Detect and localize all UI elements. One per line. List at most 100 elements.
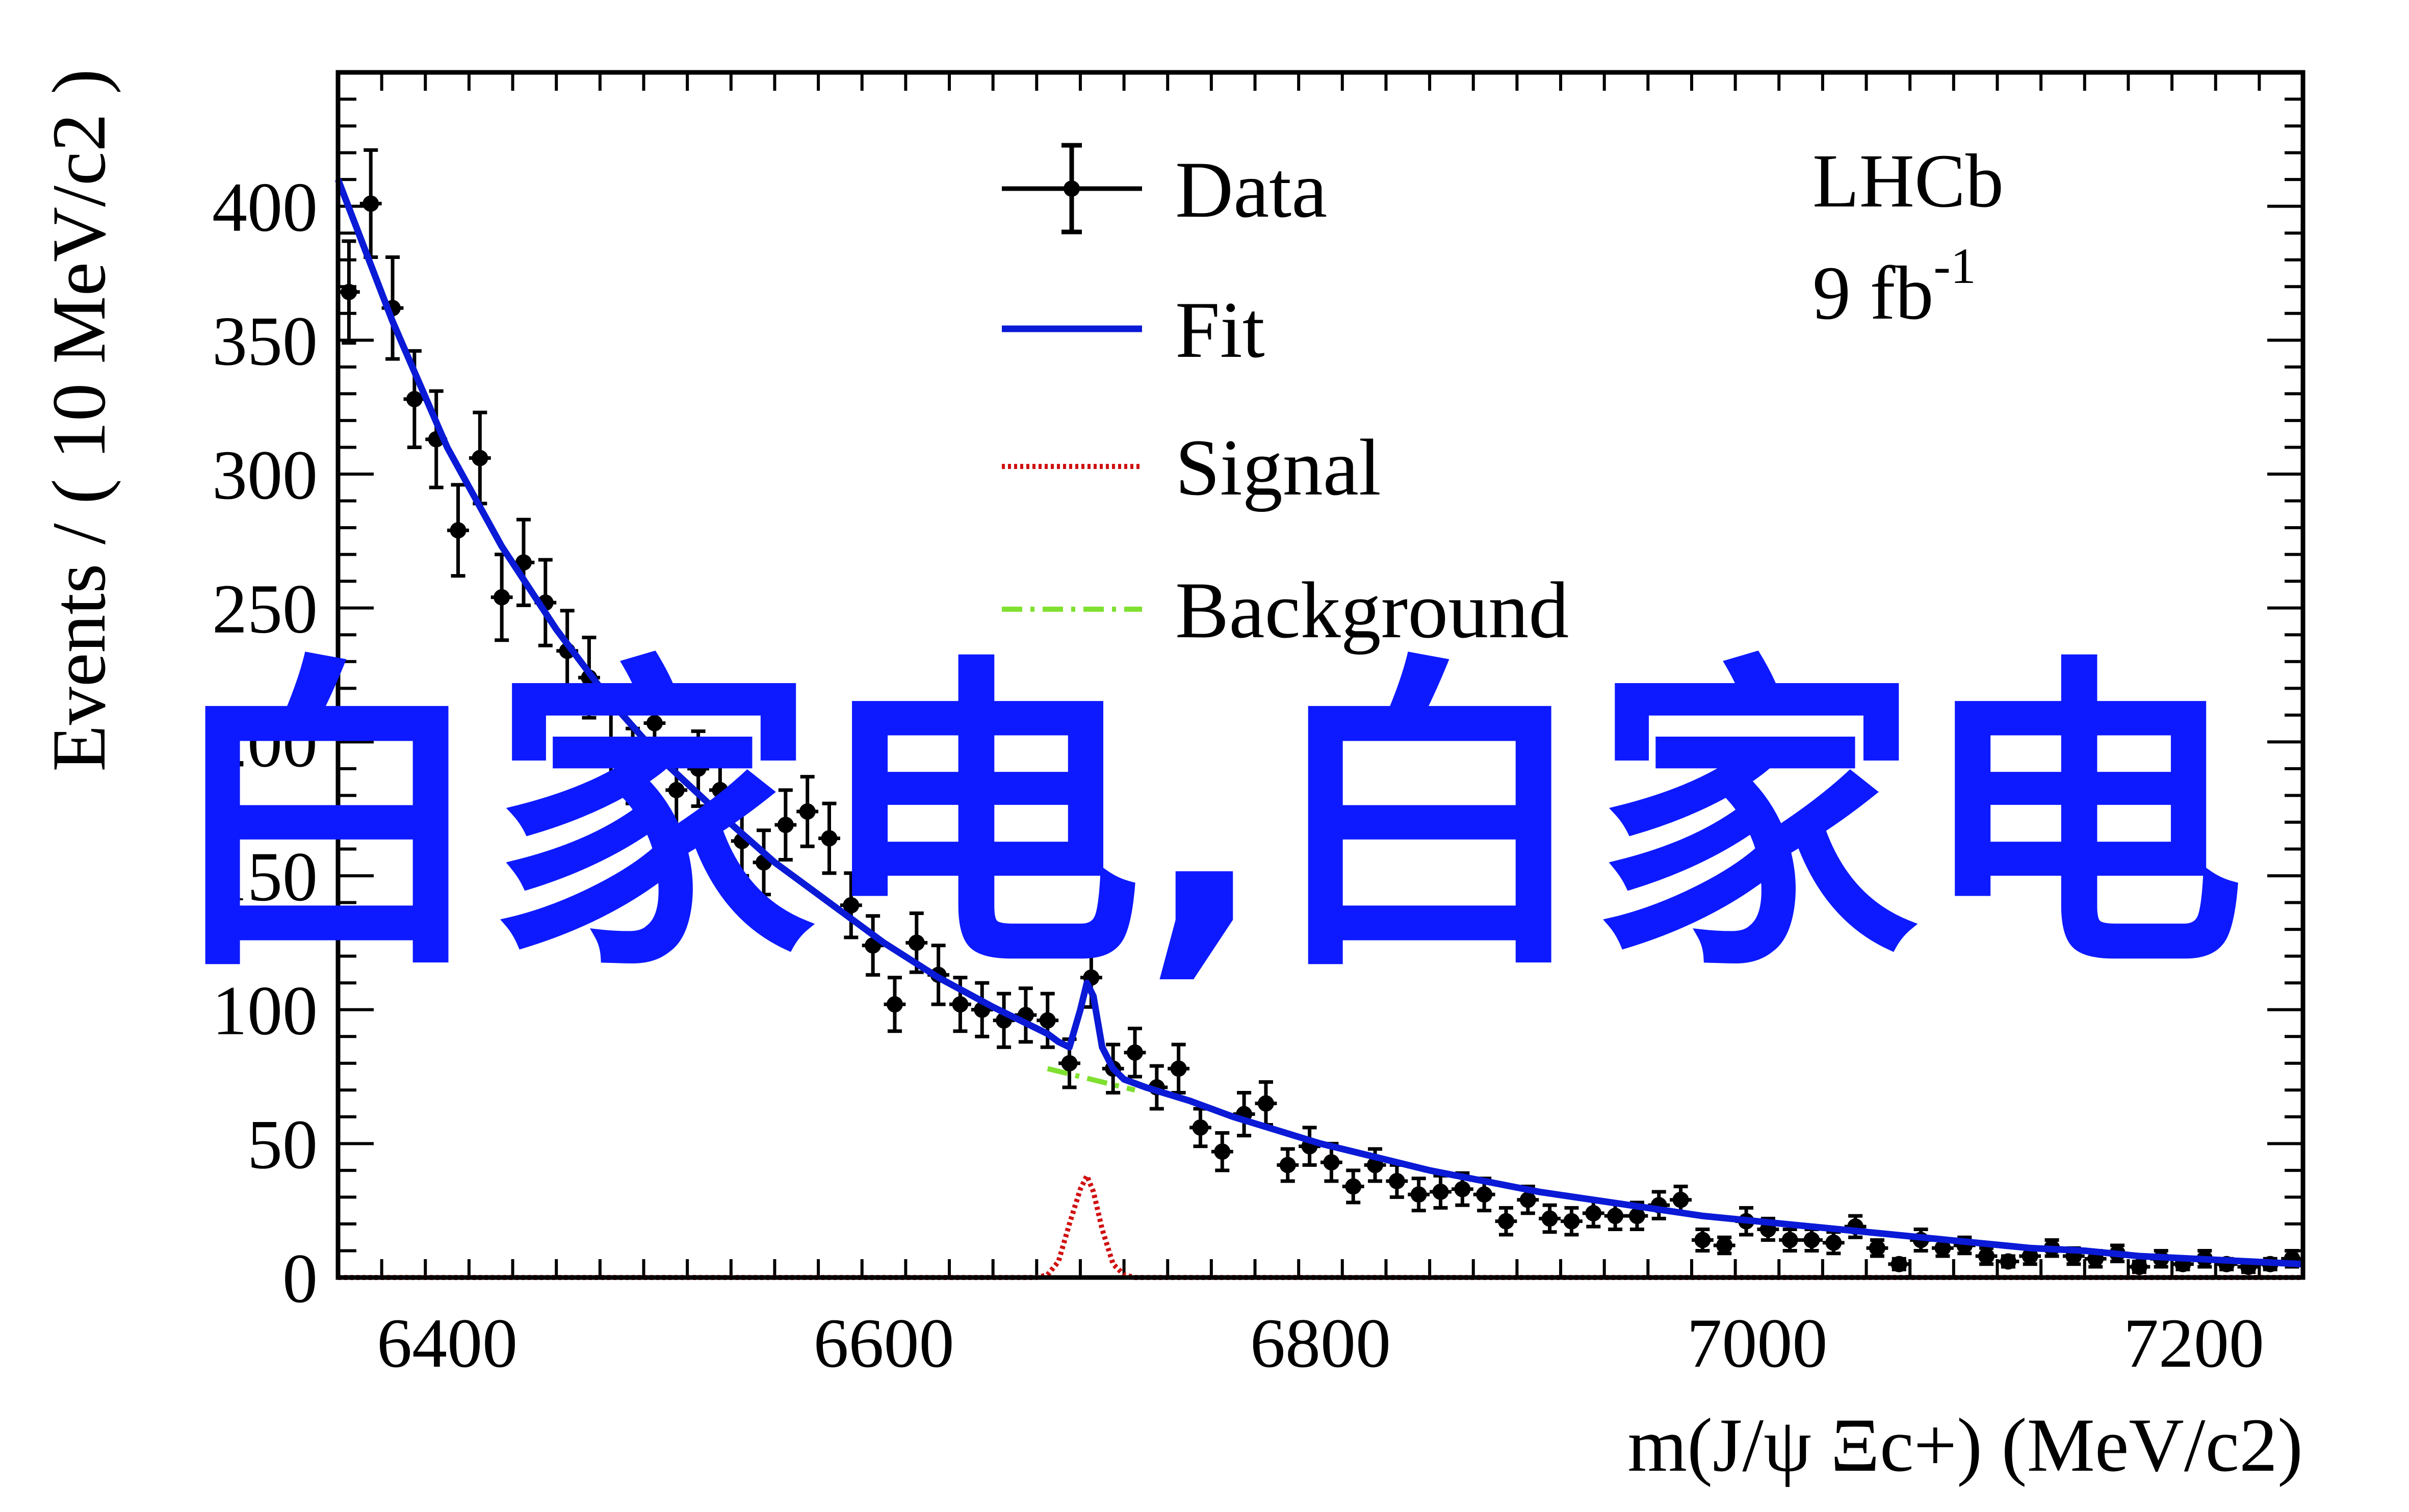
- legend-label-data: Data: [1175, 145, 1327, 234]
- data-marker: [1454, 1181, 1471, 1197]
- data-point: [1342, 1168, 1364, 1205]
- luminosity-exponent: -1: [1933, 238, 1976, 294]
- data-marker: [799, 803, 816, 820]
- data-point: [774, 788, 797, 862]
- y-tick-label: 300: [212, 436, 318, 514]
- data-point: [1386, 1163, 1408, 1199]
- data-point: [1408, 1177, 1430, 1213]
- data-marker: [690, 760, 707, 777]
- data-marker: [1127, 1044, 1144, 1061]
- data-marker: [494, 589, 510, 606]
- x-tick-label: 7200: [2123, 1304, 2264, 1382]
- data-marker: [843, 897, 860, 914]
- data-marker: [1781, 1232, 1798, 1248]
- data-marker: [515, 554, 532, 571]
- data-marker: [1039, 1012, 1056, 1029]
- data-point: [1495, 1206, 1517, 1237]
- legend: Data Fit Signal Background: [1002, 143, 1569, 655]
- data-marker: [908, 934, 925, 951]
- data-marker: [886, 996, 903, 1013]
- data-marker: [1279, 1157, 1296, 1174]
- data-marker: [1541, 1210, 1558, 1227]
- data-point: [862, 914, 884, 977]
- data-marker: [1890, 1256, 1907, 1272]
- data-marker: [1345, 1178, 1362, 1195]
- data-marker: [1825, 1234, 1842, 1251]
- data-point: [1604, 1201, 1626, 1231]
- axes: 6400 6600 6800 7000 7200 0 50 100 150 200 250 300 35…: [212, 71, 2304, 1382]
- data-point: [1888, 1256, 1910, 1272]
- data-marker: [1694, 1232, 1711, 1248]
- data-marker: [1934, 1240, 1951, 1257]
- x-tick-label: 6400: [377, 1304, 517, 1382]
- data-marker: [1410, 1186, 1427, 1203]
- x-tick-label: 6800: [1250, 1304, 1391, 1382]
- data-marker: [1869, 1240, 1885, 1257]
- data-point: [884, 976, 906, 1033]
- fit-curve: [334, 178, 2303, 1268]
- legend-entry-background: Background: [1002, 566, 1569, 655]
- data-marker: [450, 522, 467, 539]
- data-point: [1277, 1147, 1299, 1183]
- data-point: [1037, 992, 1059, 1049]
- legend-entry-signal: Signal: [1002, 423, 1381, 512]
- data-point: [709, 753, 731, 827]
- y-tick-label: 250: [212, 570, 318, 648]
- data-point: [796, 775, 819, 848]
- data-marker: [1388, 1172, 1405, 1189]
- data-point: [447, 483, 469, 578]
- data-marker: [712, 781, 729, 798]
- data-point: [556, 609, 579, 693]
- y-tick-label: 150: [212, 838, 318, 916]
- legend-label-signal: Signal: [1175, 423, 1381, 512]
- data-point: [1539, 1203, 1561, 1234]
- data-marker: [1563, 1213, 1580, 1230]
- data-marker: [668, 781, 685, 798]
- data-point: [1997, 1253, 2019, 1270]
- y-tick-label: 200: [212, 703, 318, 781]
- data-marker: [1476, 1186, 1493, 1203]
- data-marker: [821, 830, 838, 847]
- x-tick-label: 7000: [1687, 1304, 1827, 1382]
- data-point: [600, 711, 622, 790]
- data-marker: [1716, 1237, 1733, 1254]
- data-point: [469, 410, 491, 506]
- luminosity-label: 9 fb-1: [1812, 238, 1976, 335]
- data-marker: [1214, 1143, 1231, 1160]
- data-point: [840, 871, 862, 940]
- x-axis-title: m(J/ψ Ξc+) (MeV/c2): [1627, 1403, 2303, 1488]
- data-point: [490, 553, 513, 642]
- data-point: [512, 517, 535, 607]
- signal-curve: [338, 1173, 2303, 1280]
- y-tick-label: 350: [212, 302, 318, 380]
- data-point: [1561, 1206, 1583, 1237]
- background-curve: [1047, 1066, 1136, 1093]
- data-marker: [1497, 1213, 1514, 1230]
- data-marker: [2022, 1247, 2038, 1264]
- data-point: [818, 801, 840, 875]
- data-marker: [1672, 1191, 1689, 1208]
- data-marker: [2131, 1258, 2147, 1275]
- legend-entry-fit: Fit: [1002, 285, 1265, 375]
- data-point: [1779, 1227, 1801, 1253]
- y-tick-label: 100: [212, 972, 318, 1050]
- data-point: [1691, 1227, 1714, 1253]
- data-marker: [341, 283, 357, 300]
- data-marker: [1978, 1247, 1995, 1264]
- legend-label-fit: Fit: [1175, 285, 1265, 375]
- data-point: [1299, 1126, 1320, 1167]
- luminosity-value: 9 fb: [1812, 251, 1933, 335]
- data-marker: [2000, 1253, 2016, 1270]
- data-point: [1866, 1238, 1888, 1258]
- data-point: [359, 148, 382, 259]
- data-marker: [1192, 1119, 1209, 1136]
- experiment-label: LHCb: [1812, 139, 2004, 223]
- data-marker: [1257, 1095, 1274, 1112]
- data-marker: [1323, 1154, 1340, 1171]
- data-point: [1124, 1026, 1146, 1079]
- data-marker: [1607, 1208, 1624, 1224]
- data-marker: [1585, 1205, 1602, 1221]
- plot-area: [334, 148, 2303, 1280]
- data-marker: [1803, 1232, 1820, 1248]
- data-marker: [1170, 1060, 1187, 1077]
